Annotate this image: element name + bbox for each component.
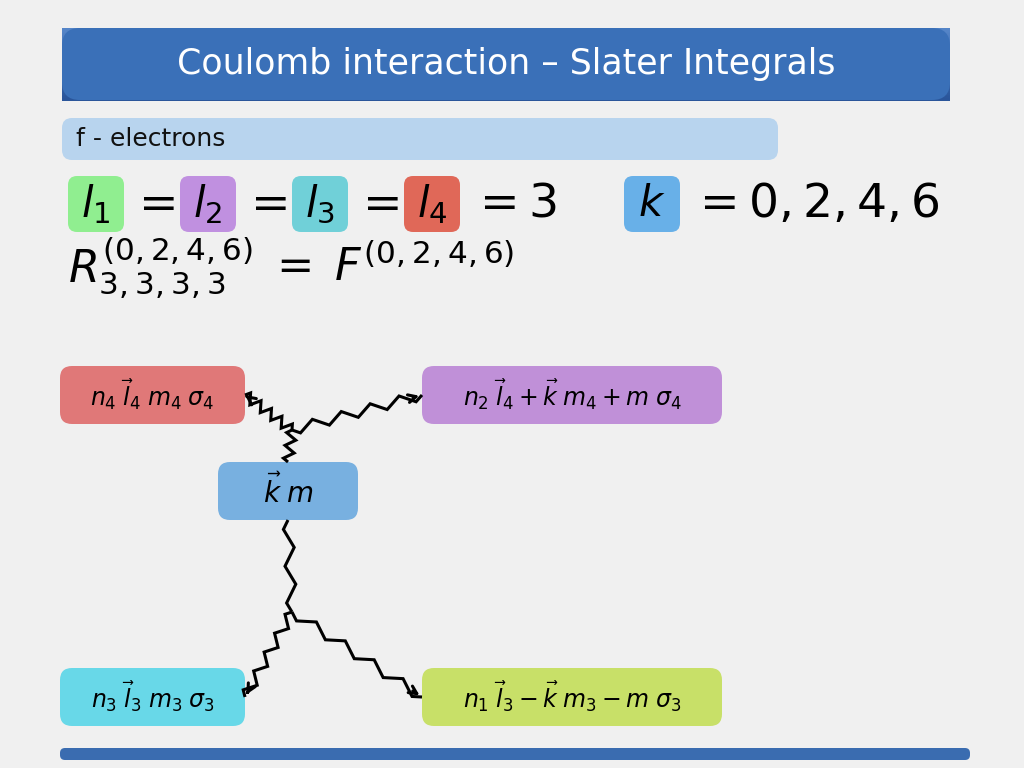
Text: $l_4$: $l_4$ xyxy=(417,182,447,226)
Bar xyxy=(62,66,950,68)
Text: $n_2\;\vec{l}_4+\vec{k}\;m_4+m\;\sigma_4$: $n_2\;\vec{l}_4+\vec{k}\;m_4+m\;\sigma_4… xyxy=(463,378,681,412)
Text: $n_1\;\vec{l}_3-\vec{k}\;m_3-m\;\sigma_3$: $n_1\;\vec{l}_3-\vec{k}\;m_3-m\;\sigma_3… xyxy=(463,680,681,714)
Bar xyxy=(62,80,950,83)
FancyBboxPatch shape xyxy=(60,366,245,424)
Bar xyxy=(62,94,950,98)
Bar xyxy=(62,39,950,41)
Bar xyxy=(62,35,950,38)
Bar xyxy=(62,50,950,52)
Bar xyxy=(62,69,950,72)
Text: $= 0, 2, 4, 6$: $= 0, 2, 4, 6$ xyxy=(690,181,940,227)
Bar xyxy=(62,61,950,63)
Text: $=$: $=$ xyxy=(241,181,287,227)
Text: $n_4\;\vec{l}_4\;m_4\;\sigma_4$: $n_4\;\vec{l}_4\;m_4\;\sigma_4$ xyxy=(90,378,215,412)
Bar xyxy=(62,30,950,32)
Bar xyxy=(62,78,950,81)
Text: $=$: $=$ xyxy=(129,181,175,227)
Bar xyxy=(62,46,950,49)
Bar xyxy=(62,93,950,95)
FancyBboxPatch shape xyxy=(68,176,124,232)
Text: Coulomb interaction – Slater Integrals: Coulomb interaction – Slater Integrals xyxy=(177,47,836,81)
Bar xyxy=(62,33,950,36)
Bar xyxy=(62,74,950,78)
Bar xyxy=(62,41,950,44)
Bar xyxy=(62,73,950,76)
Bar xyxy=(62,89,950,92)
Text: $l_3$: $l_3$ xyxy=(305,183,335,226)
Text: $=$: $=$ xyxy=(353,181,399,227)
Bar xyxy=(62,58,950,61)
Text: $=\; F^{(0,2,4,6)}$: $=\; F^{(0,2,4,6)}$ xyxy=(268,246,514,290)
Bar xyxy=(62,97,950,99)
Bar xyxy=(62,45,950,47)
FancyBboxPatch shape xyxy=(292,176,348,232)
Bar xyxy=(62,88,950,90)
FancyBboxPatch shape xyxy=(62,28,950,100)
Bar xyxy=(62,57,950,60)
Bar xyxy=(62,91,950,94)
FancyBboxPatch shape xyxy=(422,668,722,726)
Bar xyxy=(62,37,950,40)
FancyBboxPatch shape xyxy=(62,118,778,160)
Bar xyxy=(62,48,950,51)
Bar xyxy=(62,98,950,101)
FancyBboxPatch shape xyxy=(404,176,460,232)
Bar xyxy=(62,85,950,88)
Text: $= 3$: $= 3$ xyxy=(470,181,556,227)
Bar xyxy=(62,28,950,31)
FancyBboxPatch shape xyxy=(60,668,245,726)
Text: $k$: $k$ xyxy=(638,183,666,225)
Bar xyxy=(62,42,950,45)
Bar xyxy=(62,31,950,35)
Text: $n_3\;\vec{l}_3\;m_3\;\sigma_3$: $n_3\;\vec{l}_3\;m_3\;\sigma_3$ xyxy=(91,680,214,714)
Bar xyxy=(62,62,950,65)
Text: $l_1$: $l_1$ xyxy=(81,182,111,226)
Bar xyxy=(62,77,950,79)
Bar xyxy=(62,64,950,67)
FancyBboxPatch shape xyxy=(180,176,236,232)
Text: $\vec{k}\;m$: $\vec{k}\;m$ xyxy=(262,473,313,508)
Text: $R^{(0,2,4,6)}_{3,3,3,3}$: $R^{(0,2,4,6)}_{3,3,3,3}$ xyxy=(68,235,253,301)
Bar xyxy=(62,51,950,55)
FancyBboxPatch shape xyxy=(422,366,722,424)
Bar xyxy=(62,84,950,87)
Bar xyxy=(62,55,950,58)
FancyBboxPatch shape xyxy=(60,748,970,760)
FancyBboxPatch shape xyxy=(218,462,358,520)
Bar xyxy=(62,71,950,74)
Bar xyxy=(62,68,950,71)
Text: $l_2$: $l_2$ xyxy=(194,182,222,226)
FancyBboxPatch shape xyxy=(624,176,680,232)
Bar xyxy=(62,53,950,56)
Bar xyxy=(62,82,950,84)
Text: f - electrons: f - electrons xyxy=(76,127,225,151)
